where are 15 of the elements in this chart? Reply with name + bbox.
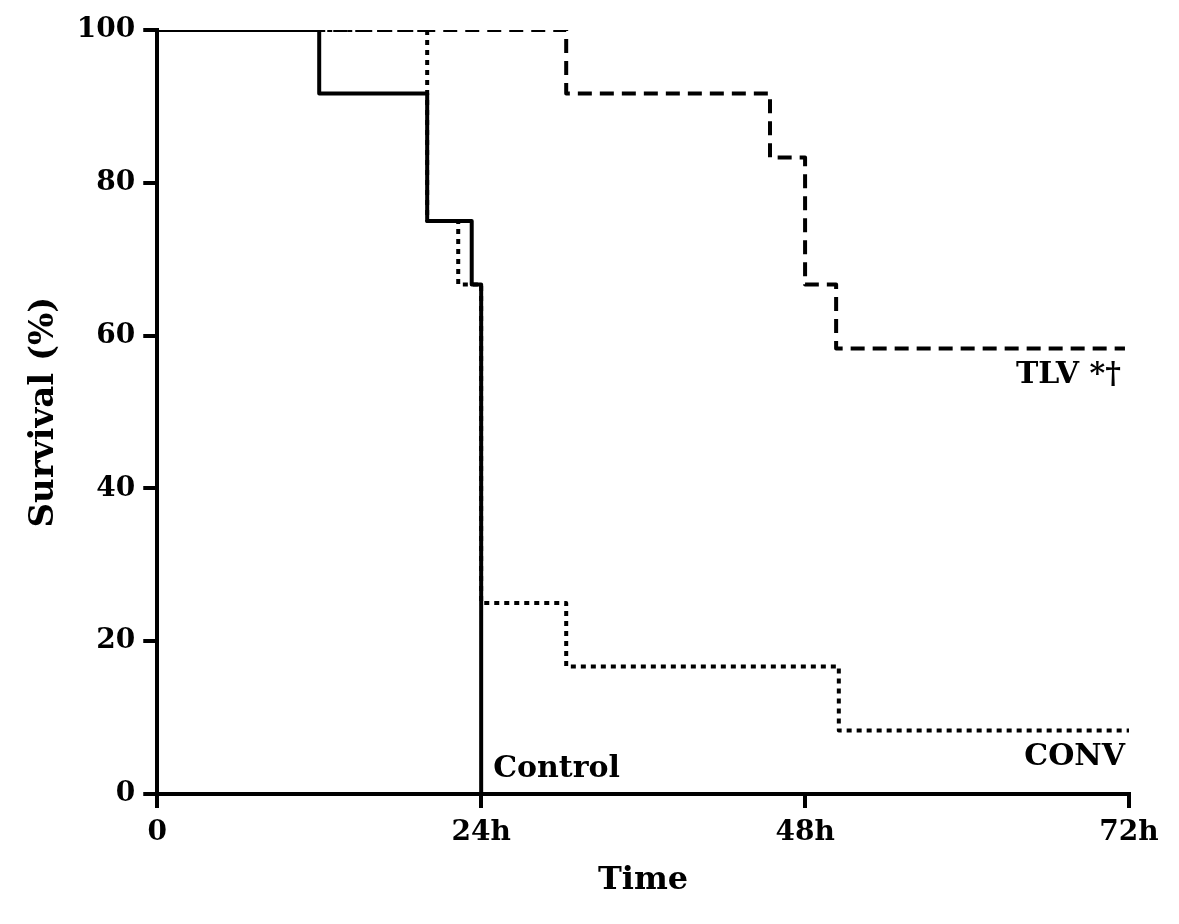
x-tick-label: 48h bbox=[775, 814, 835, 848]
x-tick-label: 72h bbox=[1099, 814, 1159, 848]
y-tick-label: 20 bbox=[96, 622, 136, 656]
y-tick-label: 100 bbox=[76, 11, 136, 45]
y-tick-label: 60 bbox=[96, 316, 136, 350]
series-label: CONV bbox=[1024, 737, 1126, 773]
y-tick-label: 40 bbox=[96, 469, 136, 503]
y-tick-label: 0 bbox=[115, 775, 136, 809]
series-label: Control bbox=[493, 748, 620, 784]
y-tick-label: 80 bbox=[96, 164, 136, 198]
x-axis-title: Time bbox=[598, 859, 689, 898]
x-tick-label: 0 bbox=[147, 814, 167, 848]
x-tick-label: 24h bbox=[451, 814, 511, 848]
series-label: TLV *† bbox=[1015, 355, 1121, 391]
y-axis-title: Survival (%) bbox=[21, 296, 62, 528]
